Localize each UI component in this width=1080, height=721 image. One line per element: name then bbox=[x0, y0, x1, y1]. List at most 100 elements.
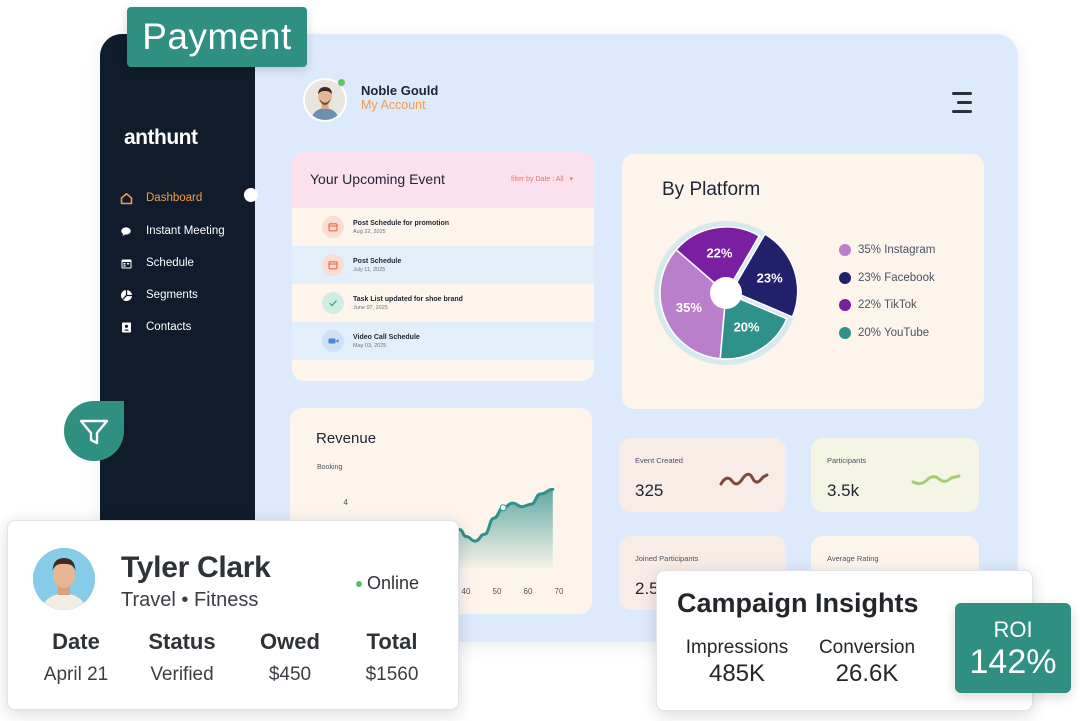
online-indicator bbox=[337, 78, 346, 87]
platform-pie-chart: 35% 22% 23% 20% bbox=[654, 221, 799, 365]
status-badge: Online bbox=[356, 573, 419, 594]
event-title: Video Call Schedule bbox=[353, 334, 420, 341]
legend-swatch bbox=[839, 244, 851, 256]
column-owed: Owed $450 bbox=[250, 629, 330, 686]
sidebar-item-schedule[interactable]: Schedule bbox=[120, 253, 194, 273]
column-value: $1560 bbox=[365, 664, 419, 685]
sidebar-item-label: Dashboard bbox=[146, 192, 203, 204]
column-header: Total bbox=[366, 629, 418, 654]
sparkline bbox=[911, 474, 961, 486]
pie-center-hole bbox=[710, 277, 742, 309]
event-date: June 07, 2025 bbox=[353, 305, 388, 311]
stat-value: 2.5 bbox=[635, 579, 659, 598]
calendar-icon bbox=[120, 257, 133, 270]
y-tick-label: 4 bbox=[344, 498, 349, 507]
brand-logo: anthunt bbox=[124, 126, 198, 149]
stat-label: Event Created bbox=[635, 456, 683, 465]
sidebar-item-label: Segments bbox=[146, 289, 198, 301]
metric-value: 485K bbox=[708, 660, 766, 687]
column-value: $450 bbox=[268, 664, 312, 685]
column-header: Owed bbox=[260, 629, 320, 654]
event-row[interactable]: Task List updated for shoe brand June 07… bbox=[292, 284, 594, 322]
avatar[interactable] bbox=[303, 78, 347, 122]
metric-label: Conversion bbox=[818, 637, 916, 658]
column-value: April 21 bbox=[43, 664, 109, 685]
profile-name: Noble Gould bbox=[361, 83, 439, 98]
column-header: Status bbox=[148, 629, 216, 654]
stat-event-created: Event Created 325 bbox=[619, 438, 786, 512]
event-date: July 11, 2025 bbox=[353, 267, 386, 273]
pie-slice-tiktok[interactable] bbox=[675, 226, 761, 295]
chat-icon bbox=[120, 225, 133, 238]
stat-label: Average Rating bbox=[827, 554, 879, 563]
event-row[interactable]: Video Call Schedule May 03, 2025 bbox=[292, 322, 594, 360]
pie-slice-facebook[interactable] bbox=[730, 233, 799, 318]
filter-label: filter by Date : All bbox=[511, 176, 564, 183]
payment-badge: Payment bbox=[127, 7, 307, 67]
sidebar-item-label: Instant Meeting bbox=[146, 225, 225, 237]
sidebar-item-segments[interactable]: Segments bbox=[120, 285, 198, 305]
legend-item: 35% Instagram bbox=[839, 244, 935, 256]
home-icon bbox=[120, 192, 133, 205]
platform-card: By Platform 35% 22% 23% 20% 35% Instagram 2… bbox=[622, 154, 984, 409]
my-account-link[interactable]: My Account bbox=[361, 98, 426, 112]
date-filter-dropdown[interactable]: filter by Date : All ▾ bbox=[511, 175, 573, 183]
stat-label: Joined Participants bbox=[635, 554, 699, 563]
column-header: Date bbox=[52, 629, 100, 654]
event-date: Aug 22, 2025 bbox=[353, 229, 386, 235]
x-tick-label: 60 bbox=[524, 587, 533, 596]
sidebar-item-instant-meeting[interactable]: Instant Meeting bbox=[120, 221, 225, 241]
filter-icon[interactable] bbox=[64, 401, 124, 461]
calendar-icon bbox=[322, 216, 344, 238]
chevron-down-icon: ▾ bbox=[569, 176, 573, 183]
pie-slice-youtube[interactable] bbox=[719, 291, 788, 360]
legend-swatch bbox=[839, 299, 851, 311]
upcoming-events-card: Your Upcoming Event filter by Date : All… bbox=[292, 152, 594, 381]
y-axis-label: Booking bbox=[317, 464, 343, 471]
customer-tags: Travel • Fitness bbox=[121, 589, 259, 611]
column-date: Date April 21 bbox=[34, 629, 118, 686]
metric-conversion: Conversion 26.6K bbox=[809, 637, 925, 688]
event-row[interactable]: Post Schedule for promotion Aug 22, 2025 bbox=[292, 208, 594, 246]
stat-value: 3.5k bbox=[827, 481, 860, 500]
legend-item: 20% YouTube bbox=[839, 327, 929, 339]
legend-swatch bbox=[839, 272, 851, 284]
legend-label: 35% Instagram bbox=[858, 244, 936, 256]
metric-label: Impressions bbox=[685, 637, 789, 658]
active-indicator bbox=[244, 188, 258, 202]
x-tick-label: 70 bbox=[555, 587, 564, 596]
menu-icon[interactable] bbox=[948, 92, 972, 114]
event-date: May 03, 2025 bbox=[353, 343, 387, 349]
events-header: Your Upcoming Event filter by Date : All… bbox=[292, 152, 594, 208]
check-icon bbox=[322, 292, 344, 314]
data-point-marker[interactable] bbox=[499, 504, 507, 512]
metric-value: 26.6K bbox=[835, 660, 899, 687]
chart-title: By Platform bbox=[662, 179, 761, 200]
sidebar-item-contacts[interactable]: Contacts bbox=[120, 317, 191, 337]
stat-label: Participants bbox=[827, 456, 867, 465]
events-title: Your Upcoming Event bbox=[310, 171, 445, 187]
roi-value: 142% bbox=[969, 643, 1057, 681]
metric-impressions: Impressions 485K bbox=[677, 637, 797, 688]
event-title: Task List updated for shoe brand bbox=[353, 296, 463, 303]
x-tick-label: 40 bbox=[462, 587, 471, 596]
slice-label: 35% bbox=[676, 300, 702, 315]
sidebar-item-dashboard[interactable]: Dashboard bbox=[120, 188, 202, 208]
online-dot-icon bbox=[356, 580, 362, 587]
sidebar-item-label: Contacts bbox=[146, 321, 192, 333]
customer-card: Tyler Clark Travel • Fitness Online Date… bbox=[7, 520, 459, 710]
roi-label: ROI bbox=[993, 617, 1033, 642]
event-row[interactable]: Post Schedule July 11, 2025 bbox=[292, 246, 594, 284]
dashboard-panel: anthunt Dashboard Instant Meeting Schedu… bbox=[100, 34, 1018, 642]
pie-slice-instagram[interactable] bbox=[659, 248, 727, 360]
card-title: Campaign Insights bbox=[677, 588, 919, 618]
stat-participants: Participants 3.5k bbox=[811, 438, 979, 512]
legend-label: 23% Facebook bbox=[858, 272, 935, 284]
calendar-icon bbox=[322, 254, 344, 276]
stat-value: 325 bbox=[635, 481, 664, 500]
legend-item: 23% Facebook bbox=[839, 272, 935, 284]
column-total: Total $1560 bbox=[352, 629, 432, 686]
slice-label: 20% bbox=[734, 319, 760, 334]
avatar[interactable] bbox=[33, 548, 95, 610]
slice-label: 23% bbox=[757, 270, 783, 285]
